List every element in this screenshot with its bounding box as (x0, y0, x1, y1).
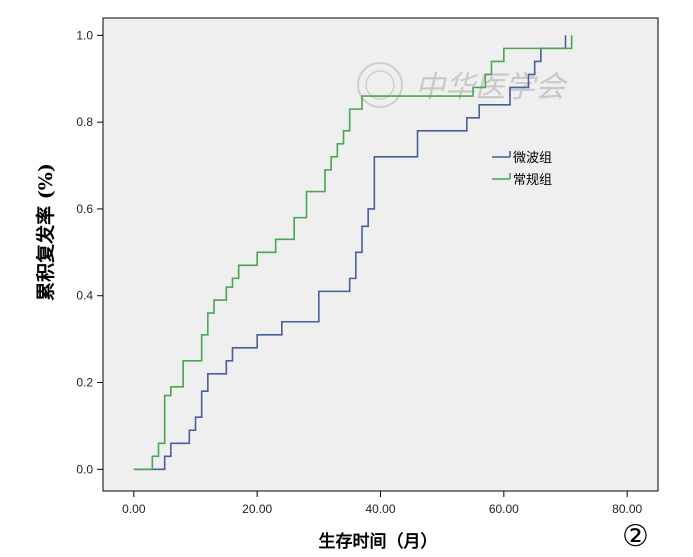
series-layer (133, 35, 573, 471)
y-tick-label-5: 1.0 (76, 28, 93, 42)
series-line-1 (133, 35, 573, 471)
legend: 微波组 常规组 (492, 151, 552, 188)
y-tick-label-1: 0.2 (76, 376, 93, 390)
seal-inner-icon (365, 70, 395, 100)
watermark: 中华医学会 (357, 62, 568, 108)
x-tick-label-3: 60.00 (489, 502, 519, 516)
legend-label-microwave: 微波组 (513, 151, 552, 166)
x-tick-label-4: 80.00 (612, 502, 642, 516)
x-tick-label-0: 0.00 (122, 502, 146, 516)
x-axis-title: 生存时间（月） (319, 531, 438, 552)
panel-label: ② (622, 519, 649, 554)
y-tick-label-2: 0.4 (76, 289, 93, 303)
y-axis-title: 累积复发率 (%) (34, 163, 57, 301)
plot-area (102, 17, 659, 492)
legend-label-conventional: 常规组 (513, 173, 552, 188)
seal-icon (357, 62, 403, 108)
y-tick-label-3: 0.6 (76, 202, 93, 216)
y-tick-label-4: 0.8 (76, 115, 93, 129)
series-line-0 (133, 35, 567, 471)
watermark-text: 中华医学会 (415, 70, 568, 105)
axes: 0.00 20.00 40.00 60.00 80.00 0.0 0.2 0.4 0.6 0.8 1… (76, 28, 642, 516)
x-tick-label-1: 20.00 (242, 502, 272, 516)
x-tick-label-2: 40.00 (365, 502, 395, 516)
y-tick-label-0: 0.0 (76, 462, 93, 476)
